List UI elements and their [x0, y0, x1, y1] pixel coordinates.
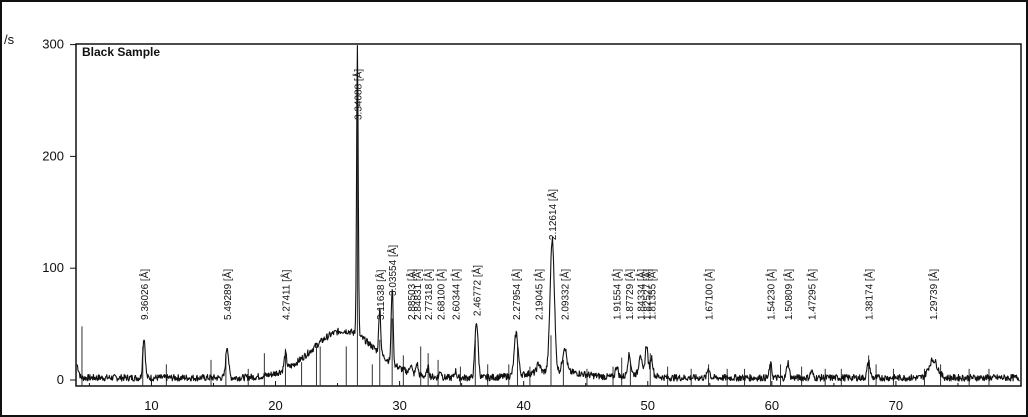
peak-label: 2.84831 [Å]: [411, 269, 424, 320]
x-tick-label: 40: [516, 398, 530, 413]
peak-label: 2.09332 [Å]: [559, 269, 572, 320]
peak-label: 2.12614 [Å]: [546, 189, 559, 240]
y-unit-label: /s: [4, 32, 15, 47]
peak-label: 5.49289 [Å]: [221, 269, 234, 320]
y-tick-label: 100: [42, 260, 64, 275]
pattern-line: [76, 44, 1020, 382]
peak-labels: 9.36026 [Å] 5.49289 [Å] 4.27411 [Å] 3.34088…: [138, 69, 940, 320]
peak-label: 1.29739 [Å]: [927, 269, 940, 320]
peak-label: 2.88503 [Å]: [405, 269, 418, 320]
peak-label: 2.68100 [Å]: [435, 269, 448, 320]
peak-label: 1.91554 [Å]: [611, 269, 624, 320]
y-tick-label: 0: [57, 372, 64, 387]
peak-label: 3.03554 [Å]: [386, 245, 399, 296]
chart-title: Black Sample: [82, 45, 160, 59]
peak-label: 1.38174 [Å]: [863, 269, 876, 320]
peak-label: 3.11638 [Å]: [374, 269, 387, 320]
peak-label: 1.47295 [Å]: [806, 269, 819, 320]
pattern-series: [76, 44, 1020, 382]
y-tick-label: 200: [42, 148, 64, 163]
peak-label: 2.60344 [Å]: [449, 269, 462, 320]
peak-label: 1.84334 [Å]: [634, 269, 647, 320]
x-tick-label: 70: [889, 398, 903, 413]
plot-area: [75, 43, 1022, 387]
peak-label: 4.27411 [Å]: [279, 269, 292, 320]
peak-label: 1.82527 [Å]: [641, 269, 654, 320]
axis-ticks: 10 20 30 40 50 60 70 0 100 200 300: [42, 37, 959, 413]
peak-label: 1.81355 [Å]: [645, 269, 658, 320]
peak-label: 1.87729 [Å]: [623, 269, 636, 320]
peak-label: 1.54230 [Å]: [765, 269, 778, 320]
peak-label: 1.67100 [Å]: [703, 269, 716, 320]
reference-lines: [81, 111, 990, 386]
x-tick-label: 10: [144, 398, 158, 413]
peak-label: 3.34088 [Å]: [351, 69, 364, 120]
x-tick-label: 50: [641, 398, 655, 413]
peak-label: 2.27954 [Å]: [510, 269, 523, 320]
peak-label: 9.36026 [Å]: [138, 269, 151, 320]
y-tick-label: 300: [42, 37, 64, 52]
peak-label: 2.77318 [Å]: [422, 269, 435, 320]
x-tick-label: 60: [765, 398, 779, 413]
peak-label: 1.50809 [Å]: [782, 269, 795, 320]
x-tick-label: 30: [392, 398, 406, 413]
x-tick-label: 20: [268, 398, 282, 413]
peak-label: 2.19045 [Å]: [533, 269, 546, 320]
peak-label: 2.46772 [Å]: [471, 265, 484, 316]
